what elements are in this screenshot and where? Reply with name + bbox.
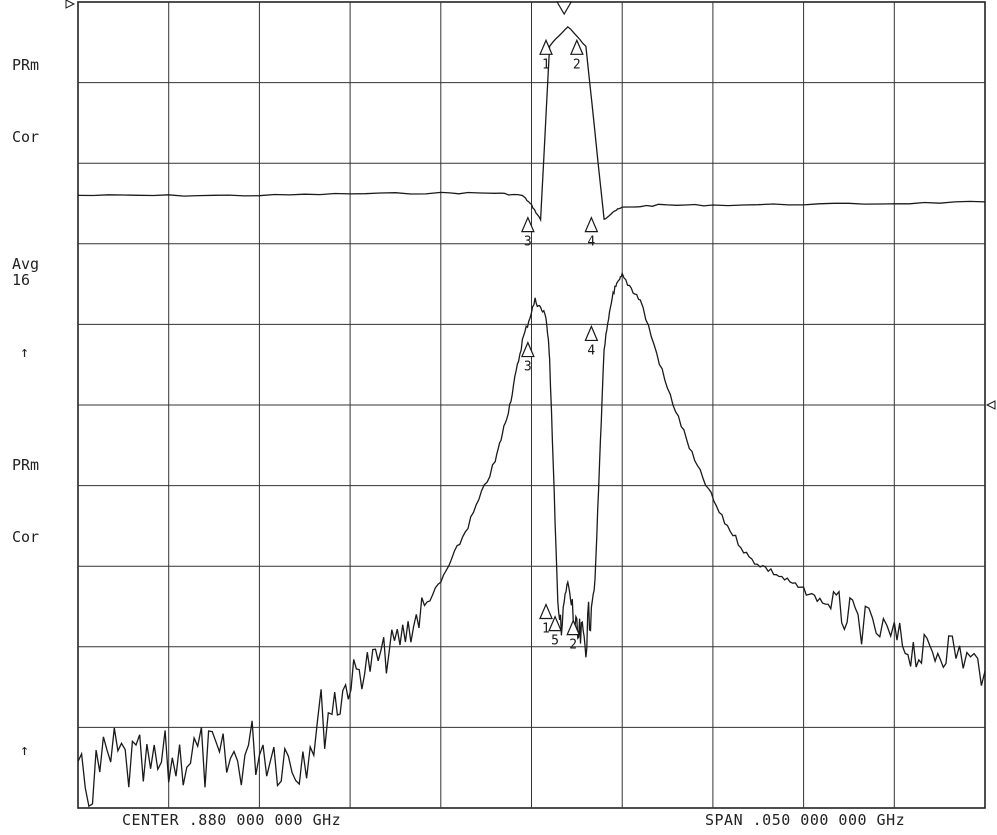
marker-triangle — [548, 615, 562, 632]
center-frequency-label: CENTER .880 000 000 GHz — [122, 811, 342, 829]
marker-triangle — [539, 603, 553, 620]
upper-ref-arrow: ↑ — [20, 343, 30, 361]
marker-number: 3 — [524, 360, 532, 375]
reference-level-indicator — [985, 400, 996, 410]
active-marker-indicator — [556, 1, 573, 16]
marker-number: 3 — [524, 235, 532, 250]
marker-triangle — [584, 324, 599, 342]
lower-ref-arrow: ↑ — [20, 741, 30, 759]
lower-correction-label: Cor — [12, 528, 40, 546]
marker-number: 1 — [542, 622, 550, 637]
reference-indicators — [65, 0, 996, 410]
marker-triangle — [566, 619, 581, 636]
averaging-label: Avg 16 — [12, 255, 40, 289]
marker-triangle — [539, 38, 553, 55]
marker-triangle — [569, 38, 584, 55]
lower-format-label: PRm — [12, 456, 40, 474]
marker-triangle — [520, 341, 535, 358]
marker-number: 2 — [573, 57, 581, 72]
span-frequency-label: SPAN .050 000 000 GHz — [705, 811, 906, 829]
upper-correction-label: Cor — [12, 128, 40, 146]
marker-number: 4 — [587, 343, 595, 358]
upper-trace-line — [77, 26, 986, 223]
marker-number: 1 — [542, 57, 550, 72]
marker-number: 2 — [569, 638, 577, 653]
reference-top-indicator — [65, 0, 76, 9]
marker-number: 4 — [587, 235, 595, 250]
marker-triangle — [584, 216, 599, 233]
lower-trace-line — [77, 271, 986, 808]
upper-format-label: PRm — [12, 56, 40, 74]
marker-triangle — [520, 216, 535, 233]
trace-layer — [77, 26, 986, 808]
graticule-grid — [77, 1, 986, 809]
marker-number: 5 — [551, 634, 559, 649]
